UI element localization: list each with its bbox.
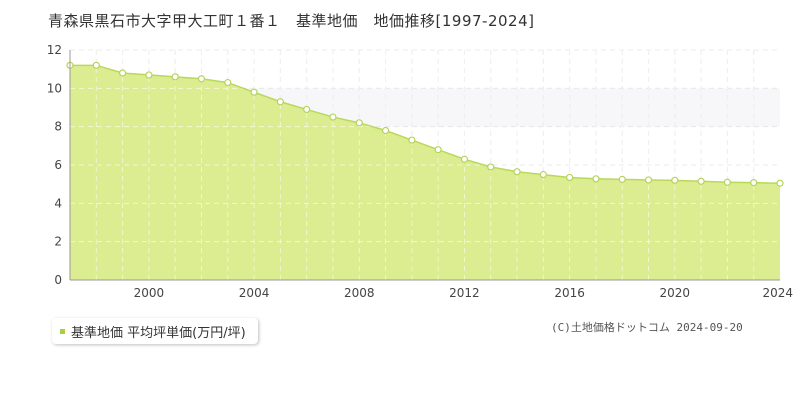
x-tick-label: 2024 — [762, 286, 793, 300]
data-point — [460, 155, 469, 163]
data-point — [697, 177, 705, 185]
data-point — [487, 163, 495, 171]
x-tick-label: 2020 — [660, 286, 691, 300]
data-point — [592, 175, 600, 183]
data-point — [303, 105, 311, 114]
y-tick-label: 10 — [47, 81, 62, 95]
data-point — [539, 170, 547, 179]
y-tick-label: 4 — [54, 196, 62, 210]
data-point — [250, 88, 258, 96]
data-point — [118, 69, 127, 77]
chart-title: 青森県黒石市大字甲大工町１番１ 基準地価 地価推移[1997-2024] — [48, 12, 535, 30]
data-point — [145, 71, 153, 79]
data-points — [66, 61, 784, 187]
y-tick-label: 8 — [54, 120, 62, 134]
data-point — [776, 179, 784, 187]
data-point — [381, 126, 390, 135]
x-tick-label: 2016 — [554, 286, 585, 300]
data-point — [224, 78, 232, 87]
legend-swatch — [60, 328, 65, 334]
data-point — [566, 173, 574, 182]
data-point — [750, 179, 758, 187]
data-point — [171, 73, 179, 81]
data-point — [408, 136, 416, 144]
data-point — [434, 146, 442, 154]
copyright-text: (C)土地価格ドットコム 2024-09-20 — [551, 321, 743, 334]
area-fill — [70, 65, 780, 280]
y-tick-label: 6 — [54, 158, 62, 172]
data-point — [197, 75, 206, 83]
data-point — [644, 176, 653, 184]
legend-label: 基準地価 平均坪単価(万円/坪) — [71, 325, 246, 341]
y-tick-label: 2 — [54, 235, 62, 249]
legend: 基準地価 平均坪単価(万円/坪) — [52, 318, 258, 344]
data-point — [513, 168, 521, 176]
data-point — [355, 119, 363, 127]
data-point — [92, 61, 100, 69]
x-tick-label: 2012 — [449, 286, 480, 300]
x-tick-label: 2008 — [344, 286, 375, 300]
series-line — [70, 64, 781, 184]
gridlines-over-area — [70, 49, 780, 280]
data-point — [618, 175, 626, 183]
data-point — [329, 113, 337, 121]
data-point — [276, 98, 284, 106]
data-point — [671, 176, 679, 184]
data-point — [723, 178, 732, 186]
y-tick-labels: 0 2 4 6 8 10 12 — [47, 43, 62, 287]
x-tick-labels: 2000 2004 2008 2012 2016 2020 2024 — [134, 286, 793, 300]
x-tick-label: 2000 — [134, 286, 165, 300]
x-tick-label: 2004 — [239, 286, 270, 300]
y-tick-label: 12 — [47, 43, 62, 57]
y-tick-label: 0 — [54, 273, 62, 287]
